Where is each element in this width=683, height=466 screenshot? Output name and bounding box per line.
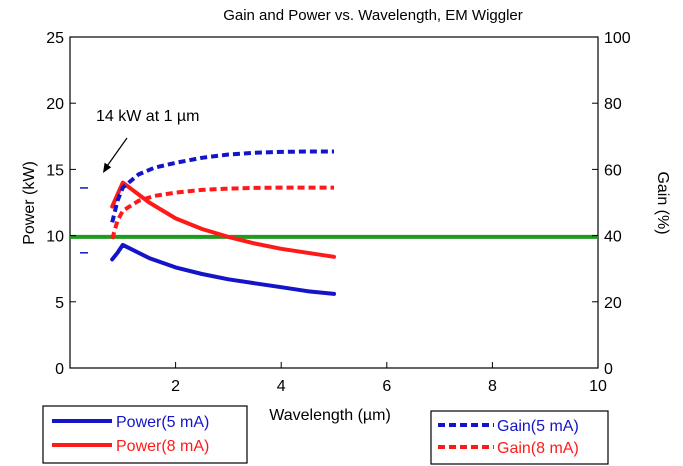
y-axis-left-label: Power (kW) [21,161,38,245]
x-tick-label: 2 [171,378,180,395]
y-right-tick-label: 0 [604,361,613,378]
annotation-arrow [104,137,128,170]
x-tick-label: 10 [589,378,607,395]
y-right-tick-label: 20 [604,295,622,312]
legend-label-gain-8ma: Gain(8 mA) [497,440,579,457]
y-left-tick-label: 20 [46,96,64,113]
x-tick-label: 6 [382,378,391,395]
legend-left: Power(5 mA) Power(8 mA) [42,405,248,464]
series-line-power-8-ma [110,180,336,259]
x-tick-label: 8 [488,378,497,395]
x-tick-label: 4 [277,378,286,395]
legend-left-box [42,405,248,464]
y-left-tick-label: 25 [46,30,64,47]
legend-label-gain-5ma: Gain(5 mA) [497,418,579,435]
legend-right-box [430,410,609,465]
series-layer [80,149,336,296]
chart-title: Gain and Power vs. Wavelength, EM Wiggle… [223,7,523,24]
y-axis-right-label: Gain (%) [654,171,671,234]
ticks-layer: 0 5 10 15 20 25 0 20 40 60 80 100 2 4 6 8 10 [46,30,631,395]
legend-label-power-8ma: Power(8 mA) [116,438,209,455]
x-axis-label: Wavelength (µm) [269,407,391,424]
y-right-tick-label: 60 [604,162,622,179]
y-right-tick-label: 100 [604,30,631,47]
series-line-gain-8-ma [110,185,334,240]
series-line-gain-5-ma [110,149,334,223]
annotation-arrowhead [103,162,112,173]
annotation-text: 14 kW at 1 µm [96,108,199,125]
plot-frame [69,36,599,369]
y-left-tick-label: 15 [46,162,64,179]
legend-right: Gain(5 mA) Gain(8 mA) [430,410,609,465]
y-right-tick-label: 80 [604,96,622,113]
legend-label-power-5ma: Power(5 mA) [116,414,209,431]
y-left-tick-label: 5 [55,295,64,312]
y-left-tick-label: 10 [46,229,64,246]
annotation: 14 kW at 1 µm [96,108,199,173]
y-right-tick-label: 40 [604,229,622,246]
y-left-tick-label: 0 [55,361,64,378]
